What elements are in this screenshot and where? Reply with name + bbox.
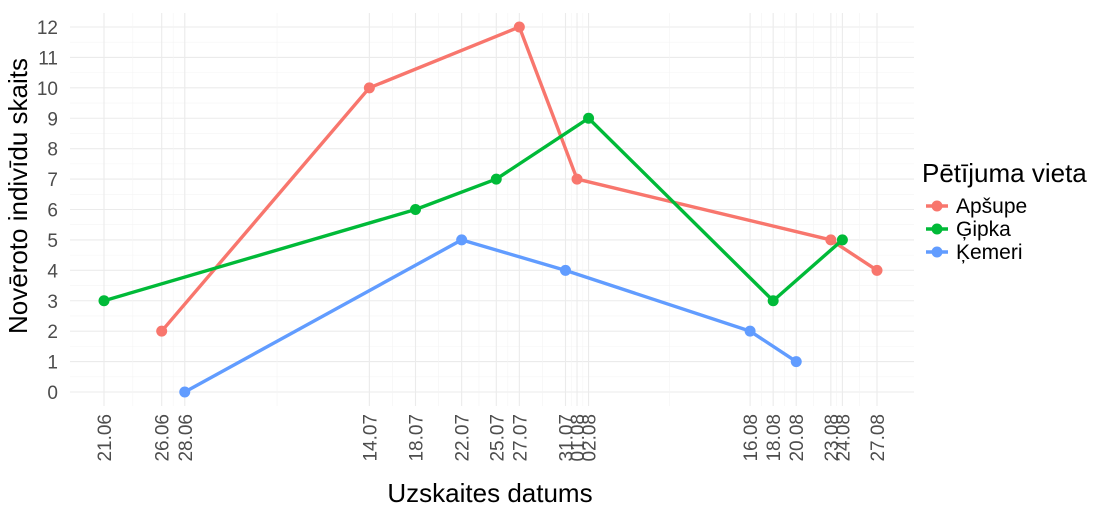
data-point <box>836 234 848 246</box>
y-tick-label: 4 <box>47 261 58 282</box>
data-point <box>571 173 583 185</box>
legend-key-point <box>931 223 943 235</box>
x-axis-ticks: 21.06 26.06 28.06 14.07 18.07 22.07 25.07 27.07… <box>95 414 889 462</box>
x-tick-label: 25.07 <box>487 414 508 462</box>
data-point <box>456 234 468 246</box>
series-Ģipka <box>98 112 848 307</box>
y-tick-label: 1 <box>47 353 58 374</box>
legend-key-point <box>931 200 943 212</box>
x-tick-label: 24.08 <box>833 414 854 462</box>
grid <box>70 13 914 406</box>
legend-title: Pētījuma vieta <box>922 158 1087 188</box>
series-line <box>103 116 844 303</box>
legend-item: Ķemeri <box>926 241 1023 264</box>
data-point <box>156 325 168 337</box>
x-tick-label: 23.08 <box>822 414 843 462</box>
y-tick-label: 7 <box>47 170 58 191</box>
x-tick-label: 20.08 <box>787 414 808 462</box>
y-tick-label: 11 <box>38 48 58 69</box>
legend-key-point <box>931 246 943 258</box>
data-point <box>410 204 422 215</box>
x-tick-label: 27.07 <box>510 414 531 462</box>
y-tick-label: 0 <box>47 383 58 404</box>
x-axis-title: Uzskaites datums <box>387 478 592 508</box>
x-tick-label: 22.07 <box>453 414 474 462</box>
x-tick-label: 31.07 <box>556 414 577 462</box>
legend-item: Ģipka <box>926 218 1011 241</box>
x-tick-label: 16.08 <box>741 414 762 462</box>
x-tick-label: 26.06 <box>153 414 174 462</box>
x-tick-label: 18.07 <box>407 414 428 462</box>
data-point <box>179 386 191 398</box>
y-tick-label: 10 <box>37 79 58 100</box>
legend-label: Ķemeri <box>956 241 1023 264</box>
data-point <box>790 356 802 368</box>
data-point <box>98 295 110 307</box>
y-tick-label: 8 <box>47 140 58 161</box>
legend-item: Apšupe <box>926 195 1027 218</box>
y-tick-label: 2 <box>47 322 58 343</box>
data-point <box>825 234 837 246</box>
y-tick-label: 9 <box>47 109 58 130</box>
x-tick-label: 18.08 <box>764 414 785 462</box>
y-tick-label: 3 <box>47 292 58 313</box>
x-tick-label: 02.08 <box>580 414 601 462</box>
y-axis-title: Novēroto indivīdu skaits <box>3 58 33 334</box>
data-point <box>513 21 525 33</box>
data-point <box>871 264 883 276</box>
y-tick-label: 6 <box>47 201 58 222</box>
y-tick-label: 5 <box>47 231 58 252</box>
data-point <box>363 82 375 94</box>
x-tick-label: 01.08 <box>568 414 589 462</box>
x-tick-label: 28.06 <box>176 414 197 462</box>
legend-label: Apšupe <box>956 195 1027 218</box>
x-tick-label: 21.06 <box>95 414 116 462</box>
data-point <box>559 264 571 276</box>
data-point <box>767 295 779 307</box>
series-layer <box>98 21 883 398</box>
y-tick-label: 12 <box>37 18 58 39</box>
legend-label: Ģipka <box>956 218 1011 241</box>
series-Ķemeri <box>179 234 802 398</box>
data-point <box>744 325 756 337</box>
data-point <box>490 173 502 185</box>
x-tick-label: 27.08 <box>868 414 889 462</box>
x-tick-label: 14.07 <box>360 414 381 462</box>
data-point <box>583 112 595 124</box>
